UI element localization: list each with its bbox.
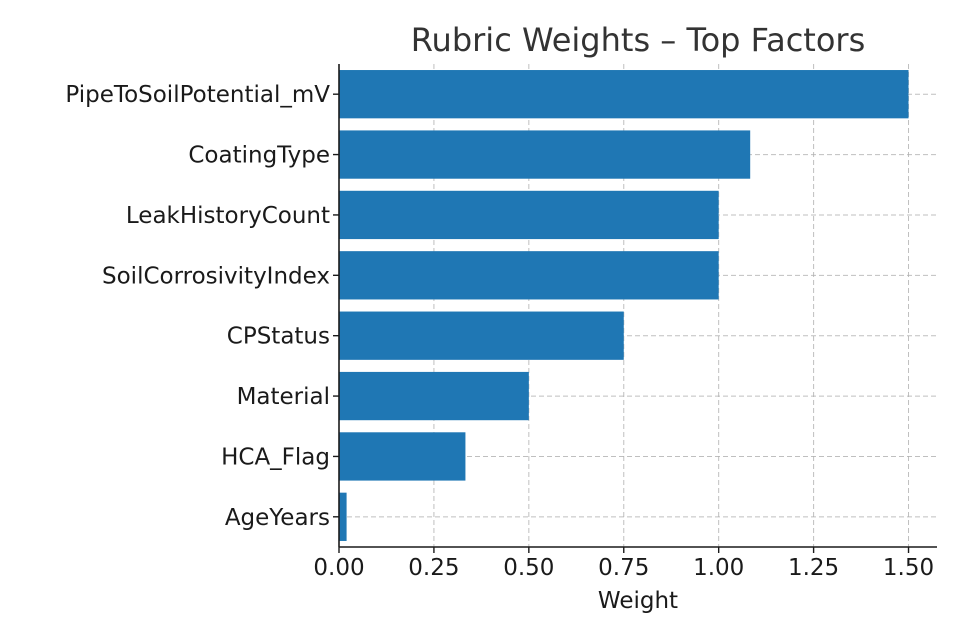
bar (339, 371, 529, 421)
x-tick-label: 0.00 (313, 555, 364, 581)
category-label: AgeYears (225, 505, 330, 531)
category-label: LeakHistoryCount (126, 203, 330, 229)
bar (339, 130, 751, 179)
x-ticks: 0.00 0.25 0.50 0.75 1.00 1.25 1.50 (313, 547, 934, 581)
x-tick-label: 0.75 (598, 555, 649, 581)
x-tick-label: 1.00 (693, 555, 744, 581)
category-label: CoatingType (188, 143, 330, 169)
category-label: HCA_Flag (221, 444, 330, 470)
bar (339, 311, 624, 360)
x-tick-label: 0.50 (503, 555, 554, 581)
chart-title: Rubric Weights – Top Factors (411, 21, 866, 59)
bar (339, 190, 719, 240)
x-tick-label: 1.25 (788, 555, 839, 581)
bar (339, 251, 719, 300)
bar (339, 492, 347, 541)
category-label: CPStatus (227, 324, 330, 350)
x-axis-label: Weight (598, 588, 678, 614)
x-tick-label: 1.50 (883, 555, 934, 581)
category-label: Material (237, 384, 330, 410)
x-tick-label: 0.25 (408, 555, 459, 581)
bar (339, 70, 909, 119)
bar (339, 432, 466, 481)
category-label: SoilCorrosivityIndex (102, 263, 330, 289)
category-labels: PipeToSoilPotential_mV CoatingType LeakHis… (65, 82, 339, 531)
bars (339, 70, 909, 541)
category-label: PipeToSoilPotential_mV (65, 82, 330, 108)
